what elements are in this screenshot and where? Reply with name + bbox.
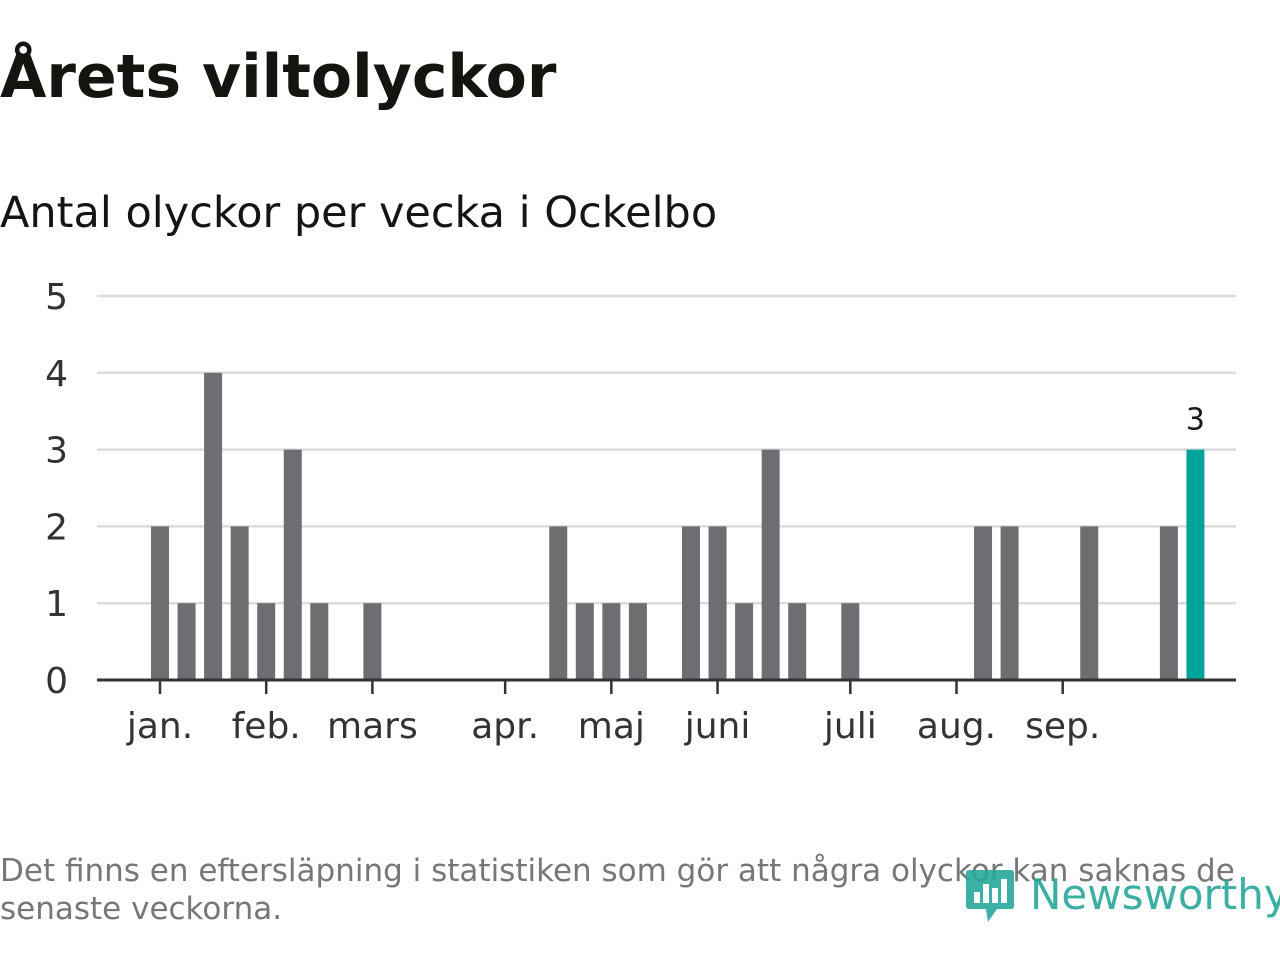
chart-subtitle: Antal olyckor per vecka i Ockelbo [0, 188, 718, 238]
bar-week [1000, 526, 1019, 680]
bar-week [283, 449, 302, 680]
x-axis-ticks: jan. feb. mars apr. maj juni juli aug. sep. [126, 680, 1100, 747]
bar-week [761, 449, 780, 680]
y-tick-label: 2 [45, 507, 68, 548]
bar-week [310, 603, 329, 680]
x-tick-label: maj [578, 706, 645, 747]
bar-week [151, 526, 169, 680]
x-tick-label: juli [823, 706, 877, 747]
x-tick-label: feb. [232, 706, 301, 747]
bar-week [575, 603, 594, 680]
bar-week [788, 603, 807, 680]
bar-week [204, 372, 223, 680]
bar-week [628, 603, 647, 680]
bar-week [177, 603, 196, 680]
x-tick-label: apr. [471, 706, 539, 747]
bar-week [841, 603, 860, 680]
bar-week [230, 526, 249, 680]
footnote: Det finns en eftersläpning i statistiken… [0, 853, 1235, 927]
x-tick-label: mars [327, 706, 418, 747]
y-tick-label: 0 [45, 661, 68, 702]
y-tick-label: 5 [45, 277, 68, 318]
bars [151, 372, 1205, 680]
bar-week [363, 603, 382, 680]
brand-name: Newsworthy [1030, 869, 1280, 919]
bar-week [682, 526, 700, 680]
bar-week [708, 526, 727, 680]
bar-week [1159, 526, 1178, 680]
latest-value-label: 3 [1186, 403, 1205, 438]
x-tick-label: sep. [1025, 706, 1100, 747]
y-tick-label: 4 [45, 354, 68, 395]
bar-week [257, 603, 276, 680]
bar-week [735, 603, 754, 680]
x-tick-label: juni [684, 706, 751, 747]
y-tick-label: 3 [45, 431, 68, 472]
x-tick-label: aug. [917, 706, 996, 747]
bar-week [1080, 526, 1099, 680]
bar-week [549, 526, 568, 680]
chart-title: Årets viltolyckor [0, 42, 557, 112]
y-tick-label: 1 [45, 584, 68, 625]
y-axis-ticks: 0 1 2 3 4 5 [45, 277, 68, 702]
newsworthy-chart-bubble-icon [966, 870, 1014, 922]
x-tick-label: jan. [126, 706, 193, 747]
bar-week [602, 603, 621, 680]
data-labels: 3 [1186, 403, 1205, 438]
gridlines [97, 294, 1236, 605]
bar-week [974, 526, 993, 680]
bar-latest-week [1186, 449, 1205, 680]
newsworthy-logo: Newsworthy [964, 862, 1280, 926]
